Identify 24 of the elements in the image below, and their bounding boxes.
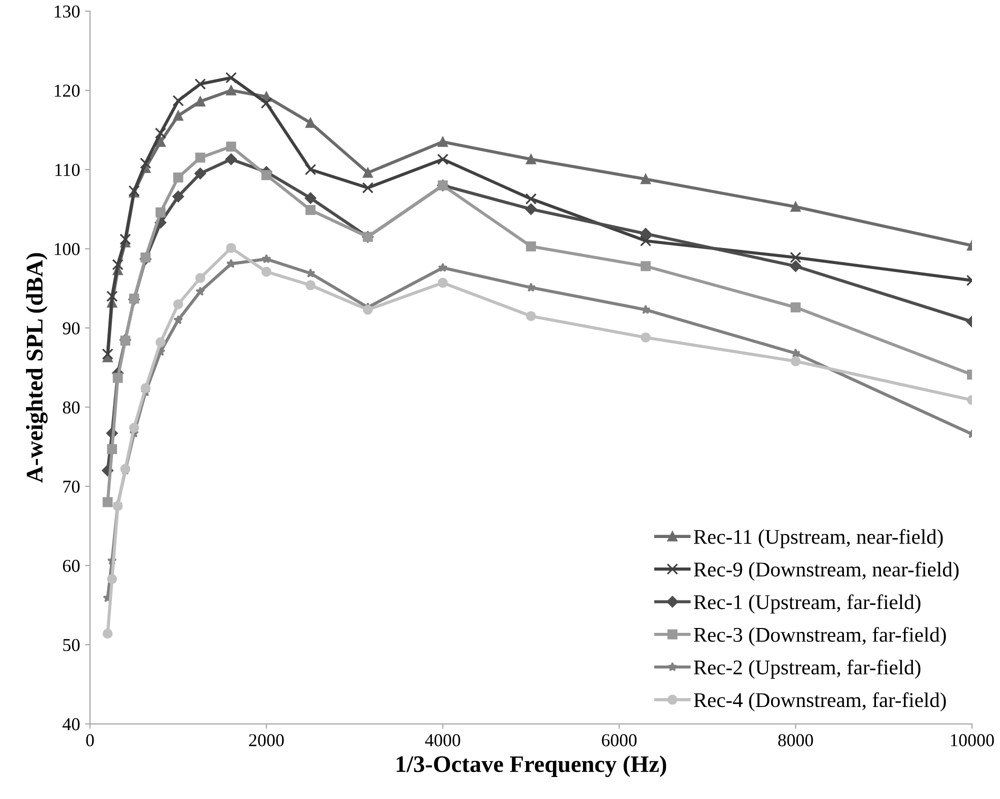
x-tick-label: 10000: [951, 734, 994, 746]
y-tick-label: 100: [54, 243, 80, 256]
y-axis-title: A-weighted SPL (dBA): [26, 253, 48, 483]
x-tick-label: 0: [86, 734, 94, 746]
x-axis-title: 1/3-Octave Frequency (Hz): [396, 756, 666, 778]
legend-label: Rec-11 (Upstream, near-field): [694, 529, 943, 548]
y-tick-label: 70: [63, 480, 80, 493]
y-tick-label: 40: [62, 718, 80, 730]
legend-label: Rec-1 (Upstream, far-field): [694, 594, 920, 614]
y-tick-label: 110: [55, 164, 80, 176]
y-tick-label: 60: [63, 560, 80, 572]
x-tick-label: 2000: [249, 734, 284, 746]
x-tick-label: 4000: [425, 734, 460, 746]
legend-label: Rec-3 (Downstream, far-field): [694, 626, 946, 646]
x-tick-label: 8000: [778, 734, 813, 746]
legend-label: Rec-4 (Downstream, far-field): [694, 692, 946, 712]
y-tick-label: 90: [62, 322, 80, 334]
y-tick-label: 130: [54, 5, 80, 18]
legend-label: Rec-9 (Downstream, near-field): [694, 562, 959, 581]
y-tick-label: 80: [62, 401, 80, 414]
y-tick-label: 50: [63, 638, 80, 652]
y-tick-label: 120: [54, 84, 80, 97]
x-tick-label: 6000: [602, 734, 637, 746]
legend-label: Rec-2 (Upstream, far-field): [694, 660, 920, 679]
